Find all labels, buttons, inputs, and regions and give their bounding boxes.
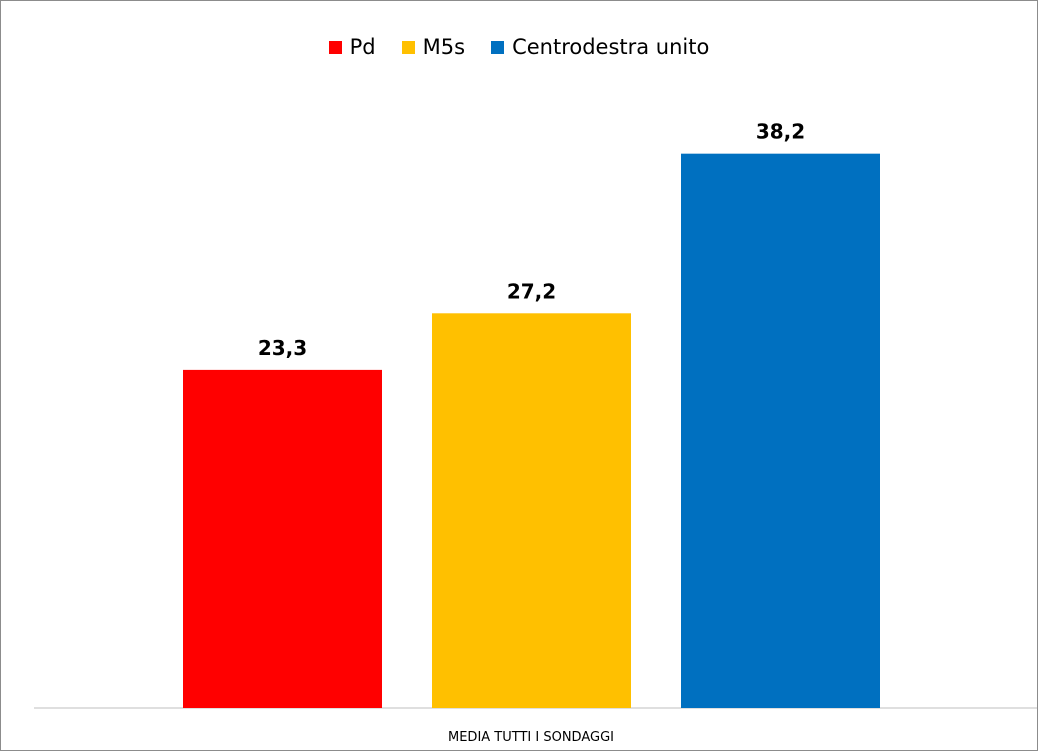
legend-item-m5s: M5s [401,35,466,59]
bar-centrodestra [681,153,880,709]
legend-label-centrodestra: Centrodestra unito [512,35,710,59]
legend-label-m5s: M5s [422,35,466,59]
data-label-centrodestra: 38,2 [756,120,805,144]
bar-m5s [432,313,631,708]
legend-swatch-centrodestra [491,40,505,54]
legend-item-pd: Pd [328,35,376,59]
legend-swatch-pd [328,40,342,54]
data-label-m5s: 27,2 [507,279,556,303]
x-tick-label: MEDIA TUTTI I SONDAGGI [448,730,614,745]
bar-pd [183,369,382,708]
legend-swatch-m5s [401,40,415,54]
legend-label-pd: Pd [349,35,376,59]
data-label-pd: 23,3 [258,336,307,360]
legend: Pd M5s Centrodestra unito [1,32,1037,62]
legend-item-centrodestra: Centrodestra unito [491,35,709,59]
